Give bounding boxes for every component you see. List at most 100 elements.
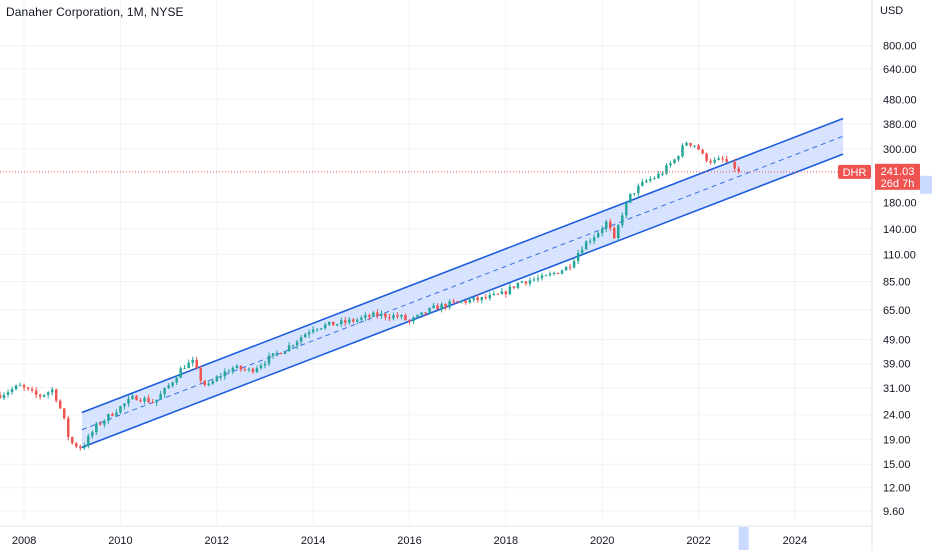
candle-up [472, 297, 475, 300]
candle-up [211, 381, 215, 384]
candle-up [633, 193, 636, 195]
time-axis-tick-label: 2022 [686, 535, 710, 547]
candle-up [637, 185, 640, 194]
price-axis-tick-label: 800.00 [883, 40, 917, 52]
candle-down [376, 312, 379, 316]
channel-middle-line[interactable] [81, 135, 844, 431]
candle-down [239, 365, 243, 370]
candle-up [681, 145, 684, 157]
candle-up [508, 286, 512, 295]
candle-up [327, 321, 331, 325]
candle-up [183, 368, 186, 370]
candle-down [384, 313, 387, 318]
candle-up [2, 394, 6, 398]
candle-up [360, 317, 363, 320]
time-axis-range-highlight [738, 527, 749, 551]
candle-up [480, 297, 484, 301]
candle-up [163, 388, 166, 395]
candle-up [392, 315, 395, 319]
price-axis-range-highlight [920, 175, 932, 194]
price-axis-tick-label: 300.00 [883, 144, 917, 156]
candle-up [95, 423, 98, 433]
last-price-badge [875, 163, 920, 190]
candle-up [115, 412, 118, 416]
candle-up [584, 241, 588, 250]
candle-up [576, 252, 580, 262]
candle-down [404, 315, 407, 321]
candle-down [464, 300, 467, 303]
candle-down [203, 380, 206, 386]
candle-down [67, 418, 70, 438]
candle-down [613, 228, 616, 239]
candle-up [291, 345, 295, 347]
candle-down [452, 301, 455, 303]
candle-up [340, 320, 343, 325]
candle-down [424, 312, 427, 314]
candle-up [275, 352, 279, 354]
time-axis-tick-label: 2014 [301, 535, 325, 547]
candle-up [191, 359, 194, 363]
candle-down [512, 286, 516, 288]
candle-up [492, 293, 496, 295]
candle-up [400, 315, 403, 317]
candle-up [348, 319, 351, 323]
candle-up [536, 278, 540, 280]
candle-up [661, 173, 664, 175]
candle-up [572, 261, 576, 268]
candle-up [440, 304, 443, 310]
candle-up [617, 225, 620, 239]
candle-down [496, 293, 500, 295]
candle-down [243, 369, 247, 371]
candle-up [532, 279, 536, 281]
candle-down [689, 142, 692, 146]
candle-up [255, 368, 259, 372]
candle-up [729, 161, 732, 163]
candle-up [677, 156, 680, 160]
candle-down [368, 315, 371, 317]
time-axis-tick-label: 2016 [397, 535, 421, 547]
candle-down [111, 414, 114, 416]
candle-up [103, 420, 106, 425]
candle-up [159, 394, 162, 400]
candle-up [335, 324, 339, 326]
candle-down [135, 395, 138, 401]
candle-down [725, 159, 728, 162]
candle-down [737, 168, 740, 172]
grid-layer [0, 0, 872, 524]
candle-up [215, 376, 219, 382]
candle-up [223, 371, 227, 377]
candle-down [436, 305, 439, 310]
candle-up [263, 363, 267, 366]
candle-up [87, 436, 90, 447]
time-axis-tick-label: 2010 [108, 535, 132, 547]
regression-channel[interactable] [81, 117, 844, 449]
candle-up [10, 389, 14, 393]
candle-up [500, 291, 504, 295]
candle-down [99, 423, 102, 425]
candle-up [420, 312, 423, 315]
candle-down [26, 387, 30, 389]
candle-up [629, 193, 632, 203]
candle-up [552, 272, 556, 274]
candle-up [323, 324, 327, 329]
candle-down [30, 388, 34, 391]
candle-up [356, 319, 359, 322]
channel-upper-line[interactable] [81, 117, 844, 414]
candle-down [556, 272, 560, 274]
candle-up [592, 237, 596, 242]
price-axis-tick-label: 9.60 [883, 506, 904, 518]
channel-lower-line[interactable] [81, 153, 844, 449]
candles [0, 141, 740, 451]
candle-up [6, 392, 10, 395]
candle-up [123, 403, 126, 407]
price-axis-tick-label: 380.00 [883, 119, 917, 131]
candle-up [119, 406, 122, 413]
price-axis-tick-label: 110.00 [883, 249, 916, 261]
candle-up [416, 314, 419, 318]
candle-down [608, 221, 612, 229]
candle-down [484, 297, 488, 299]
candle-up [460, 300, 463, 302]
candle-up [669, 163, 672, 166]
